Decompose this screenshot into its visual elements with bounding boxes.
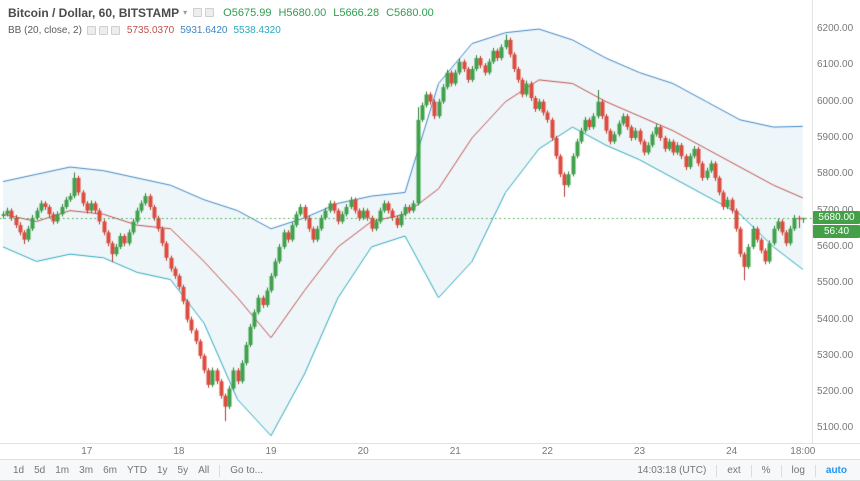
time-tick-label: 23: [633, 446, 646, 457]
chart-canvas[interactable]: [0, 0, 812, 443]
indicator-title[interactable]: BB (20, close, 2): [8, 24, 82, 36]
last-price-tag: 5680.00: [813, 210, 860, 224]
toolbar-divider: [219, 464, 221, 477]
indicator-values: 5735.0370 5931.6420 5538.4320: [127, 25, 287, 36]
goto-button[interactable]: Go to...: [230, 465, 264, 476]
range-buttons: 1d 5d 1m 3m 6m YTD 1y 5y All Go to...: [8, 463, 268, 478]
range-1y-button[interactable]: 1y: [156, 465, 168, 476]
price-tick-label: 6000.00: [817, 95, 854, 107]
close-icon[interactable]: [110, 25, 120, 35]
bb-lower-value: 5538.4320: [233, 24, 281, 36]
ext-toggle[interactable]: ext: [727, 465, 741, 476]
high-value: H5680.00: [278, 6, 327, 19]
eye-icon[interactable]: [86, 25, 96, 35]
clock-utc[interactable]: 14:03:18 (UTC): [637, 465, 707, 476]
price-tick-label: 5600.00: [817, 240, 854, 252]
time-tick-label: 22: [541, 446, 553, 457]
price-tick-label: 5200.00: [817, 386, 854, 398]
gear-icon[interactable]: [98, 25, 108, 35]
range-1m-button[interactable]: 1m: [55, 465, 70, 476]
bb-basis-value: 5735.0370: [126, 24, 175, 36]
range-5d-button[interactable]: 5d: [34, 465, 46, 476]
indicator-legend-row: BB (20, close, 2) 5735.0370 5931.6420 5538…: [8, 23, 441, 37]
price-tick-label: 5100.00: [817, 422, 854, 434]
symbol-legend-row: Bitcoin / Dollar, 60, BITSTAMP ▾ O5675.9…: [8, 5, 441, 20]
time-tick-label: 21: [449, 446, 461, 457]
price-tick-label: 5300.00: [817, 349, 854, 361]
auto-scale-toggle[interactable]: auto: [825, 465, 847, 476]
ohlc-values: O5675.99 H5680.00 L5666.28 C5680.00: [223, 7, 441, 19]
low-value: L5666.28: [333, 6, 380, 19]
compare-icon[interactable]: [193, 8, 203, 17]
toolbar-divider: [750, 464, 752, 477]
chevron-down-icon[interactable]: ▾: [183, 8, 188, 17]
toolbar-divider: [716, 464, 718, 477]
time-tick-label: 20: [357, 446, 369, 457]
chart-legend: Bitcoin / Dollar, 60, BITSTAMP ▾ O5675.9…: [8, 5, 441, 37]
time-tick-label: 24: [726, 446, 738, 457]
price-axis[interactable]: 5680.00 56:40 5100.00 5200.00 5300.00 5400.…: [812, 0, 860, 443]
price-tick-label: 5700.00: [817, 205, 853, 216]
toolbar-divider: [780, 464, 782, 477]
scale-controls: 14:03:18 (UTC) ext % log auto: [632, 463, 852, 478]
range-3m-button[interactable]: 3m: [79, 465, 94, 476]
open-value: O5675.99: [223, 6, 272, 19]
time-tick-label: 18:00: [790, 446, 816, 457]
time-tick-label: 18: [173, 446, 185, 457]
percent-scale-toggle[interactable]: %: [761, 465, 771, 476]
chart-pane[interactable]: [0, 0, 812, 443]
toolbar-divider: [814, 464, 816, 477]
range-1d-button[interactable]: 1d: [13, 465, 25, 476]
bb-upper-value: 5931.6420: [180, 24, 228, 36]
bar-countdown-tag: 56:40: [813, 224, 860, 238]
range-6m-button[interactable]: 6m: [103, 465, 117, 476]
close-value: C5680.00: [386, 6, 434, 19]
range-ytd-button[interactable]: YTD: [126, 465, 147, 476]
bottom-toolbar: 1d 5d 1m 3m 6m YTD 1y 5y All Go to... 14…: [0, 459, 860, 480]
time-tick-label: 17: [81, 446, 93, 457]
time-axis[interactable]: 17 18 19 20 21 22 23 24 18:00: [0, 443, 860, 459]
log-scale-toggle[interactable]: log: [791, 465, 805, 476]
symbol-title[interactable]: Bitcoin / Dollar, 60, BITSTAMP: [8, 5, 180, 20]
time-tick-label: 19: [265, 446, 277, 457]
price-tick-label: 5500.00: [817, 277, 854, 289]
price-tick-label: 6100.00: [817, 59, 854, 71]
price-tick-label: 5400.00: [817, 313, 854, 325]
price-tick-label: 5800.00: [817, 168, 854, 180]
range-5y-button[interactable]: 5y: [177, 465, 189, 476]
range-all-button[interactable]: All: [198, 465, 210, 476]
price-tick-label: 6200.00: [817, 23, 854, 35]
settings-icon[interactable]: [205, 8, 215, 17]
price-tick-label: 5900.00: [817, 131, 854, 143]
